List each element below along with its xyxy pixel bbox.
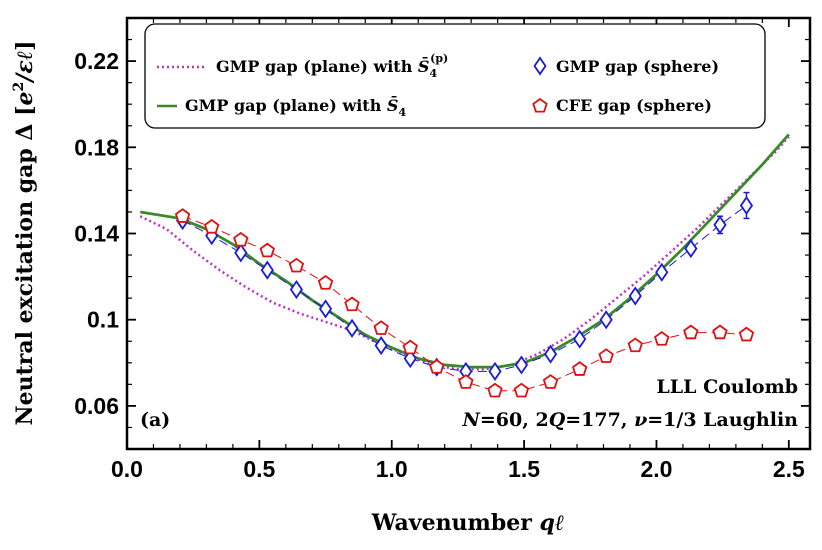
x-axis-title: Wavenumber qℓ [371, 510, 565, 536]
annotation-system-tail: =177, [565, 409, 634, 431]
data-point-diamond-4 [289, 279, 304, 300]
x-axis-title-symbol: qℓ [539, 510, 564, 536]
data-point-pentagon-7 [373, 320, 389, 335]
annotation-system-nu: ν [634, 409, 647, 431]
annotation-system-n: N [462, 409, 481, 431]
legend-pentagon-icon [532, 97, 548, 113]
data-point-diamond-16 [628, 286, 642, 306]
data-point-pentagon-13 [542, 374, 559, 389]
legend-box [144, 23, 766, 129]
y-axis-title-sup: 2 [11, 82, 27, 92]
annotation-interaction: LLL Coulomb [656, 376, 798, 398]
legend-marker-cfe-sphere [532, 97, 548, 113]
data-point-diamond-15 [599, 310, 613, 330]
x-axis-title-main: Wavenumber [371, 510, 540, 536]
data-point-pentagon-0 [174, 208, 191, 223]
legend-label-plane-s-sym: S̄ [387, 95, 399, 115]
data-point-diamond-17 [655, 262, 669, 282]
legend-diamond-icon [533, 56, 547, 76]
data-point-pentagon-17 [654, 330, 670, 346]
data-point-diamond-7 [374, 335, 388, 356]
data-point-diamond-2 [234, 243, 248, 263]
legend-label-plane-s-sub: 4 [398, 106, 406, 119]
x-tick-label-5: 2.5 [773, 456, 805, 482]
data-point-pentagon-4 [288, 257, 305, 273]
x-tick-label-0: 0.0 [111, 456, 143, 482]
data-point-diamond-18 [684, 238, 698, 259]
data-point-diamond-20 [739, 195, 754, 216]
data-point-diamond-19 [713, 215, 727, 235]
y-tick-label-2: 0.14 [74, 221, 119, 247]
data-point-diamond-6 [345, 318, 359, 338]
legend-label-plane-sp-sub: 4 [429, 67, 437, 80]
data-point-pentagon-11 [487, 382, 503, 398]
x-tick-label-4: 2.0 [640, 456, 672, 482]
x-tick-label-2: 1.0 [376, 456, 408, 482]
y-tick-label-1: 0.1 [87, 307, 119, 333]
y-axis-title-unit: e [12, 91, 38, 105]
panel-label: (a) [140, 409, 170, 431]
annotation-system-end: =1/3 Laughlin [647, 409, 798, 431]
data-point-diamond-8 [403, 348, 417, 369]
series-line-1 [140, 133, 790, 369]
data-point-diamond-12 [514, 355, 529, 375]
legend-label-plane-s: GMP gap (plane) with S̄4 [185, 95, 406, 119]
data-point-diamond-11 [488, 361, 502, 382]
y-tick-label-3: 0.18 [74, 134, 119, 160]
data-point-pentagon-15 [598, 348, 614, 363]
legend: GMP gap (plane) with S̄4(p) GMP gap (sph… [144, 23, 766, 129]
data-point-pentagon-16 [627, 337, 643, 353]
x-tick-label-1: 0.5 [243, 456, 275, 482]
legend-label-plane-s-main: GMP gap (plane) with [185, 96, 387, 115]
data-point-pentagon-8 [402, 339, 418, 355]
legend-label-plane-sp-sym: S̄ [418, 56, 430, 76]
legend-label-plane-sp-sup: (p) [430, 52, 448, 65]
legend-label-cfe-sphere: CFE gap (sphere) [556, 96, 712, 115]
legend-label-plane-sp-main: GMP gap (plane) with [216, 57, 418, 76]
marker-layer [174, 191, 755, 398]
y-axis-title-close: ] [12, 40, 38, 50]
legend-label-plane-sp: GMP gap (plane) with S̄4 (p) [216, 52, 448, 80]
x-tick-label-3: 1.5 [508, 456, 540, 482]
y-axis-title-main: Neutral excitation gap Δ [ [12, 105, 38, 425]
y-tick-label-4: 0.22 [74, 48, 119, 74]
annotation-system: N=60, 2Q=177, ν=1/3 Laughlin [462, 409, 799, 431]
legend-marker-gmp-sphere [533, 56, 547, 76]
data-point-pentagon-3 [259, 242, 276, 258]
data-point-pentagon-18 [683, 324, 699, 340]
data-point-pentagon-19 [712, 324, 728, 340]
data-point-pentagon-10 [458, 374, 474, 389]
data-point-diamond-14 [573, 329, 587, 349]
tick-layer: 0.0 0.5 1.0 1.5 2.0 2.5 0.06 0.1 0.14 0.18 0.22 [74, 18, 810, 482]
y-axis-title: Neutral excitation gap Δ [e2/εℓ] [11, 40, 38, 425]
data-point-pentagon-6 [344, 296, 360, 312]
data-point-diamond-5 [318, 299, 333, 319]
y-axis-title-rest: /εℓ [12, 51, 38, 84]
data-point-pentagon-1 [204, 218, 220, 234]
data-point-pentagon-2 [233, 231, 249, 247]
data-point-pentagon-20 [738, 326, 755, 342]
y-tick-label-0: 0.06 [74, 393, 119, 419]
data-point-pentagon-9 [429, 358, 445, 374]
annotation-system-rest: =60, 2 [480, 409, 549, 431]
data-point-pentagon-5 [317, 274, 334, 290]
data-point-diamond-3 [260, 260, 274, 280]
data-point-pentagon-12 [513, 382, 530, 398]
data-point-diamond-13 [543, 344, 558, 364]
legend-label-gmp-sphere: GMP gap (sphere) [556, 57, 719, 76]
annotation-system-q: Q [549, 409, 566, 431]
data-point-pentagon-14 [571, 361, 588, 376]
